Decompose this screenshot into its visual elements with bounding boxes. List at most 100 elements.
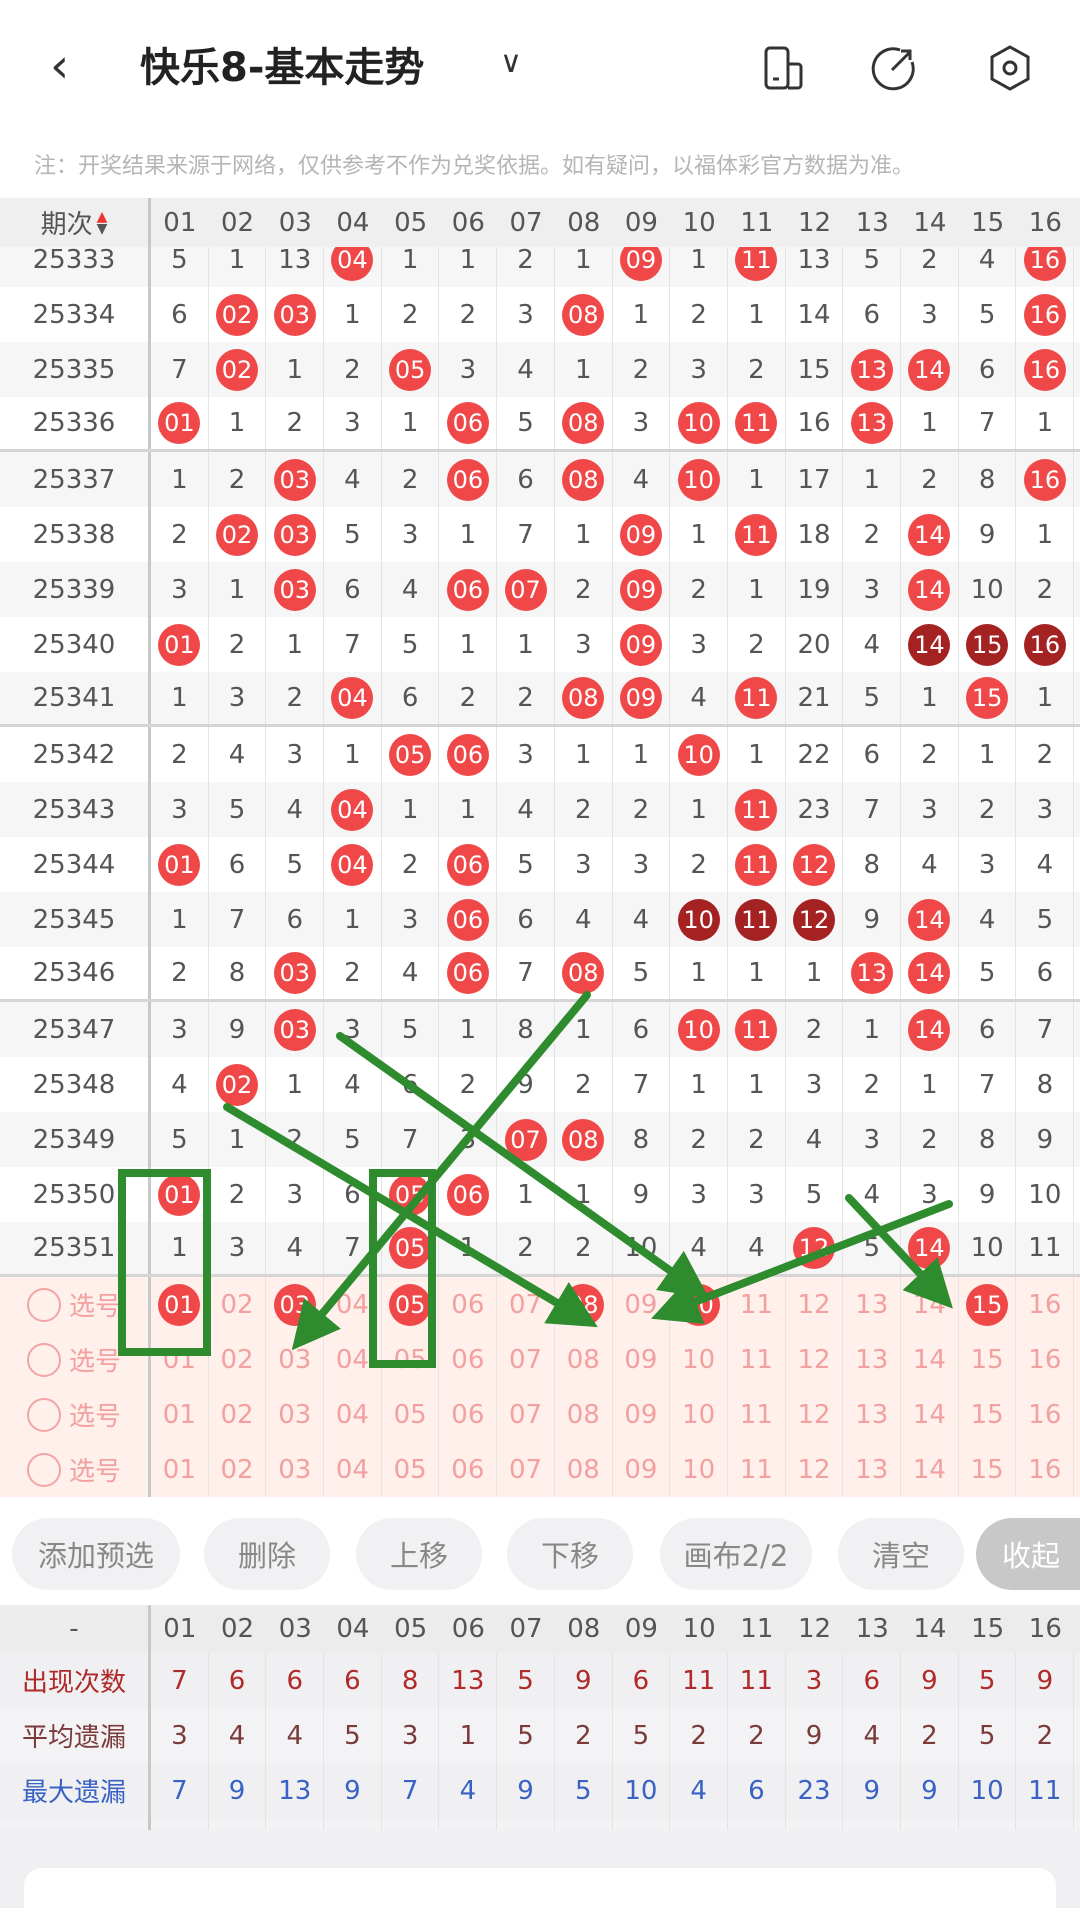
pick-number[interactable]: 04 bbox=[324, 1442, 382, 1497]
pick-number[interactable]: 08 bbox=[555, 1442, 613, 1497]
action-button[interactable]: 收起 bbox=[976, 1518, 1080, 1590]
winning-number-ball: 01 bbox=[158, 1173, 201, 1216]
pick-number[interactable]: 04 bbox=[324, 1277, 382, 1332]
pick-number[interactable]: 08 bbox=[555, 1332, 613, 1387]
pick-number[interactable]: 02 bbox=[209, 1442, 267, 1497]
pick-number[interactable]: 15 bbox=[959, 1332, 1017, 1387]
pick-number[interactable]: 06 bbox=[440, 1387, 498, 1442]
pick-number[interactable]: 03 bbox=[266, 1332, 325, 1387]
page-title[interactable]: 快乐8-基本走势 bbox=[140, 45, 425, 91]
pick-number[interactable]: 11 bbox=[728, 1442, 786, 1497]
pick-number[interactable]: 06 bbox=[440, 1332, 498, 1387]
pick-number[interactable]: 10 bbox=[670, 1442, 728, 1497]
period-label: 25351 bbox=[0, 1222, 151, 1274]
pick-number[interactable]: 07 bbox=[497, 1277, 555, 1332]
pick-number[interactable]: 11 bbox=[728, 1277, 786, 1332]
winning-number-ball: 14 bbox=[908, 1227, 951, 1269]
pick-number[interactable]: 13 bbox=[843, 1332, 902, 1387]
pick-row-label[interactable]: 选号 bbox=[0, 1277, 151, 1332]
table-cell: 3 bbox=[497, 727, 555, 782]
pick-number[interactable]: 04 bbox=[324, 1332, 382, 1387]
pick-number[interactable]: 10 bbox=[670, 1277, 728, 1332]
stats-value: 9 bbox=[497, 1763, 555, 1818]
pick-row-label[interactable]: 选号 bbox=[0, 1387, 151, 1442]
pick-number[interactable]: 01 bbox=[151, 1332, 209, 1387]
action-button[interactable]: 删除 bbox=[204, 1518, 330, 1590]
pick-number[interactable]: 07 bbox=[497, 1332, 555, 1387]
pick-row-label[interactable]: 选号 bbox=[0, 1332, 151, 1387]
chevron-left-icon[interactable]: ‹ bbox=[50, 38, 70, 94]
pick-number[interactable]: 02 bbox=[209, 1387, 267, 1442]
pick-number[interactable]: 10 bbox=[670, 1332, 728, 1387]
period-header[interactable]: 期次 ▲ ▼ bbox=[0, 198, 151, 247]
pick-number[interactable]: 05 bbox=[382, 1442, 440, 1497]
pick-number[interactable]: 15 bbox=[959, 1387, 1017, 1442]
pick-number[interactable]: 14 bbox=[901, 1332, 959, 1387]
pick-number[interactable]: 12 bbox=[786, 1387, 844, 1442]
pick-number[interactable]: 05 bbox=[382, 1332, 440, 1387]
pick-number[interactable]: 08 bbox=[555, 1277, 613, 1332]
pick-number[interactable]: 04 bbox=[324, 1387, 382, 1442]
radio-button[interactable] bbox=[26, 1397, 61, 1432]
pick-number[interactable]: 07 bbox=[497, 1442, 555, 1497]
pick-number[interactable]: 05 bbox=[382, 1277, 440, 1332]
pick-number[interactable]: 16 bbox=[1017, 1442, 1075, 1497]
pick-number[interactable]: 14 bbox=[901, 1442, 959, 1497]
pick-number[interactable]: 09 bbox=[613, 1442, 671, 1497]
action-button[interactable]: 清空 bbox=[838, 1518, 964, 1590]
table-cell: 3 bbox=[266, 1167, 325, 1222]
table-cell: 6 bbox=[209, 837, 267, 892]
pick-number[interactable]: 03 bbox=[266, 1277, 325, 1332]
pick-number[interactable]: 11 bbox=[728, 1387, 786, 1442]
pick-number[interactable]: 02 bbox=[209, 1332, 267, 1387]
pick-number[interactable]: 11 bbox=[728, 1332, 786, 1387]
radio-button[interactable] bbox=[26, 1452, 61, 1487]
pick-number[interactable]: 01 bbox=[151, 1442, 209, 1497]
sort-icon[interactable]: ▲ ▼ bbox=[96, 208, 108, 237]
pick-row-label[interactable]: 选号 bbox=[0, 1442, 151, 1497]
pick-number[interactable]: 03 bbox=[266, 1442, 325, 1497]
pick-number[interactable]: 13 bbox=[843, 1387, 902, 1442]
stats-value: 9 bbox=[1017, 1653, 1075, 1708]
action-button[interactable]: 画布2/2 bbox=[660, 1518, 812, 1590]
table-cell: 9 bbox=[209, 1002, 267, 1057]
chevron-down-icon[interactable]: ∨ bbox=[500, 45, 522, 80]
action-button[interactable]: 下移 bbox=[507, 1518, 633, 1590]
share-icon[interactable] bbox=[870, 44, 918, 92]
action-button[interactable]: 上移 bbox=[356, 1518, 482, 1590]
table-cell: 5 bbox=[1017, 892, 1075, 947]
pick-number[interactable]: 02 bbox=[209, 1277, 267, 1332]
pick-number[interactable]: 16 bbox=[1017, 1332, 1075, 1387]
pick-number[interactable]: 12 bbox=[786, 1442, 844, 1497]
pick-number[interactable]: 10 bbox=[670, 1387, 728, 1442]
pick-number[interactable]: 12 bbox=[786, 1332, 844, 1387]
radio-button[interactable] bbox=[26, 1342, 61, 1377]
pick-number[interactable]: 07 bbox=[497, 1387, 555, 1442]
radio-button[interactable] bbox=[26, 1287, 61, 1322]
stats-value: 6 bbox=[266, 1653, 325, 1708]
pick-number[interactable]: 14 bbox=[901, 1387, 959, 1442]
pick-number[interactable]: 12 bbox=[786, 1277, 844, 1332]
pick-number[interactable]: 16 bbox=[1017, 1387, 1075, 1442]
pick-number[interactable]: 16 bbox=[1017, 1277, 1075, 1332]
phone-layout-icon[interactable] bbox=[760, 44, 808, 92]
pick-number[interactable]: 06 bbox=[440, 1442, 498, 1497]
pick-number[interactable]: 09 bbox=[613, 1332, 671, 1387]
settings-hex-icon[interactable] bbox=[986, 44, 1034, 92]
pick-number[interactable]: 08 bbox=[555, 1387, 613, 1442]
pick-number[interactable]: 14 bbox=[901, 1277, 959, 1332]
pick-number[interactable]: 01 bbox=[151, 1387, 209, 1442]
pick-number[interactable]: 09 bbox=[613, 1387, 671, 1442]
table-cell: 4 bbox=[613, 452, 671, 507]
pick-number[interactable]: 09 bbox=[613, 1277, 671, 1332]
pick-number[interactable]: 13 bbox=[843, 1277, 902, 1332]
action-button[interactable]: 添加预选 bbox=[12, 1518, 180, 1590]
pick-number[interactable]: 13 bbox=[843, 1442, 902, 1497]
pick-number[interactable]: 15 bbox=[959, 1442, 1017, 1497]
pick-number[interactable]: 05 bbox=[382, 1387, 440, 1442]
pick-number[interactable]: 01 bbox=[151, 1277, 209, 1332]
pick-number[interactable]: 03 bbox=[266, 1387, 325, 1442]
table-cell: 7 bbox=[843, 782, 902, 837]
pick-number[interactable]: 15 bbox=[959, 1277, 1017, 1332]
pick-number[interactable]: 06 bbox=[440, 1277, 498, 1332]
